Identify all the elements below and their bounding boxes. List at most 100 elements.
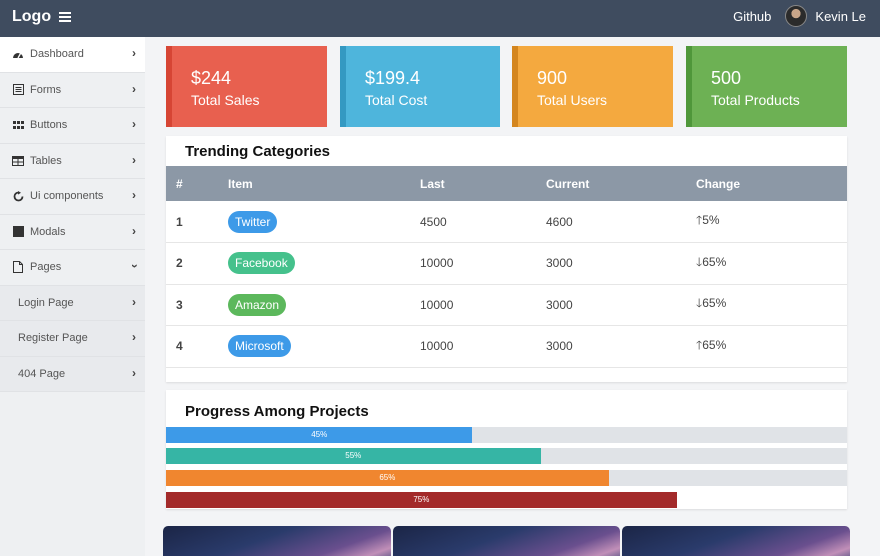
stat-value: $199.4: [365, 68, 421, 88]
table-icon: [12, 155, 24, 167]
progress-bar: 55%: [166, 448, 847, 464]
change-cell: 🡑65%: [696, 325, 847, 368]
stat-value: $244: [191, 68, 232, 88]
github-link[interactable]: Github: [733, 8, 772, 24]
chevron-right-icon: ›: [132, 188, 136, 202]
stat-card-total-cost: $199.4 Total Cost: [340, 46, 500, 127]
top-navbar: Logo Github Kevin Le: [0, 0, 880, 37]
progress-fill: 75%: [166, 492, 677, 508]
chevron-right-icon: ›: [132, 330, 136, 344]
file-icon: [12, 261, 24, 274]
stat-value: 900: [537, 68, 568, 88]
current-value: 3000: [546, 242, 696, 285]
column-header: Last: [420, 166, 546, 201]
progress-bar: 75%: [166, 492, 847, 508]
sidebar-item-label: Modals: [30, 225, 66, 238]
user-name[interactable]: Kevin Le: [815, 8, 866, 24]
change-cell: 🡓65%: [696, 284, 847, 326]
progress-bar: 65%: [166, 470, 847, 486]
table-row: 1 Twitter 4500 4600 🡑5%: [166, 201, 847, 243]
form-icon: [12, 84, 24, 96]
square-icon: [12, 226, 24, 238]
progress-fill: 45%: [166, 427, 473, 443]
image-card[interactable]: [163, 526, 391, 556]
stat-card-total-products: 500 Total Products: [686, 46, 847, 127]
panel-title: Progress Among Projects: [185, 403, 369, 420]
last-value: 10000: [420, 284, 546, 326]
last-value: 10000: [420, 242, 546, 285]
hamburger-menu-icon[interactable]: [59, 10, 72, 24]
sidebar-item-label: Dashboard: [30, 48, 84, 61]
table-row: 3 Amazon 10000 3000 🡓65%: [166, 284, 847, 326]
column-header: Change: [696, 166, 847, 201]
chevron-right-icon: ›: [132, 294, 136, 309]
logo[interactable]: Logo: [12, 8, 72, 26]
sidebar-item-buttons[interactable]: Buttons ›: [0, 108, 145, 144]
progress-bar: 45%: [166, 427, 847, 443]
change-cell: 🡓65%: [696, 242, 847, 285]
trending-categories-panel: Trending Categories # Item Last Current …: [166, 136, 847, 382]
column-header: Current: [546, 166, 696, 201]
column-header: #: [166, 166, 228, 201]
sidebar-subitem-label: Register Page: [18, 332, 88, 345]
category-pill[interactable]: Microsoft: [228, 335, 291, 358]
sidebar-item-label: Pages: [30, 261, 62, 274]
table-row: 2 Facebook 10000 3000 🡓65%: [166, 242, 847, 285]
current-value: 3000: [546, 325, 696, 368]
chevron-right-icon: ›: [132, 365, 136, 380]
image-card[interactable]: [622, 526, 850, 556]
chevron-right-icon: ›: [132, 81, 136, 96]
sidebar-item-ui-components[interactable]: Ui components ›: [0, 179, 145, 215]
dashboard-icon: [12, 48, 24, 60]
stat-label: Total Users: [537, 92, 608, 108]
sidebar-subitem-login-page[interactable]: Login Page ›: [0, 285, 145, 321]
change-value: 65%: [702, 296, 727, 311]
sidebar-subitem-404-page[interactable]: 404 Page ›: [0, 356, 145, 392]
stat-card-total-users: 900 Total Users: [512, 46, 673, 127]
grid-dots-icon: [12, 119, 24, 131]
chevron-right-icon: ›: [132, 46, 136, 60]
arrow-up-icon: 🡑: [696, 337, 703, 352]
sidebar-item-dashboard[interactable]: Dashboard ›: [0, 37, 145, 73]
category-pill[interactable]: Facebook: [228, 252, 295, 275]
last-value: 4500: [420, 201, 546, 243]
category-pill[interactable]: Amazon: [228, 293, 287, 316]
sidebar-item-modals[interactable]: Modals ›: [0, 215, 145, 250]
row-number: 4: [166, 325, 228, 368]
current-value: 4600: [546, 201, 696, 243]
change-cell: 🡑5%: [696, 201, 847, 243]
card-accent-stripe: [340, 46, 346, 127]
table-header-row: # Item Last Current Change: [166, 166, 847, 201]
change-value: 5%: [702, 213, 720, 227]
sidebar-item-pages[interactable]: Pages ›: [0, 250, 145, 286]
sidebar: Dashboard › Forms › Buttons › Tables › U…: [0, 37, 145, 556]
sidebar-item-forms[interactable]: Forms ›: [0, 73, 145, 108]
card-accent-stripe: [686, 46, 692, 127]
sidebar-item-label: Buttons: [30, 119, 68, 132]
current-value: 3000: [546, 284, 696, 326]
row-number: 3: [166, 284, 228, 326]
chevron-down-icon: ›: [128, 264, 142, 268]
progress-panel: Progress Among Projects 45% 55% 65% 75%: [166, 390, 847, 509]
chevron-right-icon: ›: [132, 152, 136, 167]
refresh-icon: [12, 190, 24, 202]
column-header: Item: [228, 166, 420, 201]
sidebar-item-label: Ui components: [30, 190, 104, 203]
change-value: 65%: [702, 337, 727, 352]
stat-label: Total Sales: [191, 92, 260, 108]
arrow-up-icon: 🡑: [696, 213, 703, 227]
sidebar-item-tables[interactable]: Tables ›: [0, 144, 145, 179]
sidebar-subitem-label: 404 Page: [18, 367, 66, 380]
avatar[interactable]: [785, 5, 808, 27]
category-pill[interactable]: Twitter: [228, 210, 278, 233]
stat-value: 500: [711, 68, 742, 88]
sidebar-subitem-register-page[interactable]: Register Page ›: [0, 321, 145, 357]
row-number: 2: [166, 242, 228, 285]
card-accent-stripe: [512, 46, 518, 127]
progress-fill: 65%: [166, 470, 609, 486]
sidebar-subitem-label: Login Page: [18, 296, 74, 309]
chevron-right-icon: ›: [132, 117, 136, 131]
stat-label: Total Products: [711, 92, 800, 108]
image-card[interactable]: [393, 526, 620, 556]
card-accent-stripe: [166, 46, 172, 127]
